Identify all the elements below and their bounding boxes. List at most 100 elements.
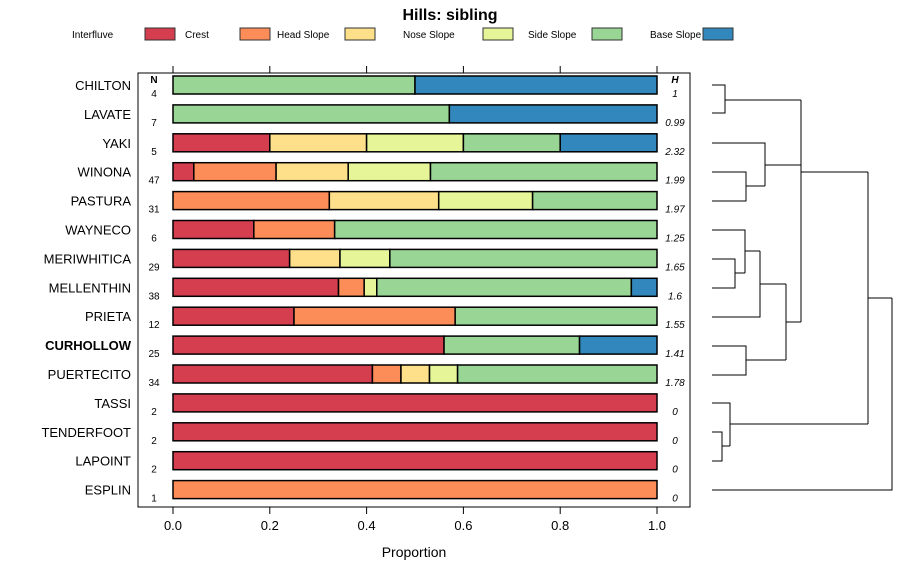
dendro-branch xyxy=(712,172,893,491)
bar-segment-side-slope xyxy=(454,306,658,326)
legend-swatch xyxy=(702,27,734,41)
bar-segment-interfluve xyxy=(172,277,340,298)
h-value: 1 xyxy=(672,89,678,100)
bar-segment-side-slope xyxy=(531,190,658,211)
h-value: 1.99 xyxy=(665,176,685,187)
bar-segment-head-slope xyxy=(275,161,349,182)
bar-segment-crest xyxy=(337,277,365,298)
category-label: WAYNECO xyxy=(65,223,131,238)
category-label: PUERTECITO xyxy=(48,367,131,382)
h-value: 1.25 xyxy=(665,234,685,245)
bar-segment-crest xyxy=(172,190,331,211)
bar-segment-nose-slope xyxy=(347,161,432,182)
bar-segment-side-slope xyxy=(389,248,658,269)
legend-label: Interfluve xyxy=(72,30,114,41)
category-label: CHILTON xyxy=(75,78,131,93)
row-labels: CHILTON 4 1 LAVATE 7 0.99 YAKI 5 2.32 WINONA 47 1.9… xyxy=(41,78,685,505)
n-value: 31 xyxy=(148,205,160,216)
dendro-branch xyxy=(712,284,801,376)
dendro-branch xyxy=(712,402,868,462)
x-tick-label: 0.0 xyxy=(164,518,182,533)
bar-segment-base-slope xyxy=(578,335,658,355)
legend: Interfluve Crest Head Slope Nose Slope Side … xyxy=(72,27,734,41)
n-value: 47 xyxy=(148,176,160,187)
h-header: H xyxy=(671,75,679,86)
bar-segment-head-slope xyxy=(328,190,440,211)
bar-segment-crest xyxy=(193,161,277,182)
n-value: 2 xyxy=(151,407,157,418)
category-label: WINONA xyxy=(78,165,132,180)
bar-segment-interfluve xyxy=(172,248,291,269)
x-tick-label: 0.6 xyxy=(454,518,472,533)
bar-segment-side-slope xyxy=(172,104,451,124)
x-tick-label: 0.4 xyxy=(358,518,376,533)
legend-label: Side Slope xyxy=(528,30,577,41)
bar-segment-head-slope xyxy=(400,364,431,384)
plot-frame xyxy=(137,72,691,508)
category-label: PRIETA xyxy=(85,309,131,324)
bar-segment-crest xyxy=(293,306,456,326)
n-value: 2 xyxy=(151,465,157,476)
bar-segment-crest xyxy=(371,364,402,384)
n-value: 1 xyxy=(151,494,157,505)
dendro-branch xyxy=(800,100,868,322)
n-header: N xyxy=(150,75,157,86)
bar-segment-side-slope xyxy=(376,277,633,298)
bar-segment-interfluve xyxy=(172,133,271,153)
bar-segment-side-slope xyxy=(172,75,416,95)
bar-segment-nose-slope xyxy=(363,277,378,298)
h-value: 0 xyxy=(672,407,678,418)
bar-segment-interfluve xyxy=(172,450,658,471)
h-value: 0.99 xyxy=(665,118,685,129)
h-value: 1.41 xyxy=(665,349,684,360)
category-label: CURHOLLOW xyxy=(45,338,132,353)
legend-swatch xyxy=(482,27,514,41)
category-label: LAPOINT xyxy=(75,454,131,469)
bar-segment-base-slope xyxy=(559,133,658,153)
bars xyxy=(172,75,658,500)
category-label: TASSI xyxy=(94,396,131,411)
bar-segment-head-slope xyxy=(288,248,341,269)
category-label: YAKI xyxy=(102,136,131,151)
legend-swatch xyxy=(239,27,271,41)
category-label: TENDERFOOT xyxy=(41,425,131,440)
bar-segment-interfluve xyxy=(172,393,658,413)
legend-label: Crest xyxy=(185,30,209,41)
bar-segment-nose-slope xyxy=(437,190,534,211)
dendro-branch xyxy=(712,142,801,202)
bar-segment-side-slope xyxy=(443,335,581,355)
bar-segment-interfluve xyxy=(172,161,195,182)
bar-segment-interfluve xyxy=(172,422,658,442)
x-axis-label: Proportion xyxy=(382,544,447,560)
bar-segment-base-slope xyxy=(448,104,658,124)
n-value: 5 xyxy=(151,147,157,158)
n-value: 6 xyxy=(151,234,157,245)
bar-segment-interfluve xyxy=(172,306,295,326)
h-value: 1.97 xyxy=(665,205,685,216)
category-label: PASTURA xyxy=(71,194,132,209)
bar-segment-head-slope xyxy=(269,133,368,153)
bar-segment-base-slope xyxy=(630,277,658,298)
legend-swatch xyxy=(144,27,176,41)
bar-segment-interfluve xyxy=(172,364,374,384)
x-tick-label: 0.2 xyxy=(261,518,279,533)
n-value: 34 xyxy=(148,378,160,389)
h-value: 1.65 xyxy=(665,262,685,273)
h-value: 1.78 xyxy=(665,378,685,389)
dendrogram xyxy=(712,84,893,491)
n-value: 29 xyxy=(148,262,160,273)
h-value: 0 xyxy=(672,465,678,476)
legend-label: Head Slope xyxy=(277,30,330,41)
bar-segment-side-slope xyxy=(462,133,561,153)
bar-segment-base-slope xyxy=(414,75,658,95)
x-tick-label: 1.0 xyxy=(648,518,666,533)
category-label: MERIWHITICA xyxy=(44,251,132,266)
h-value: 2.32 xyxy=(664,147,685,158)
bar-segment-crest xyxy=(172,479,658,500)
x-tick-label: 0.8 xyxy=(551,518,569,533)
bar-segment-crest xyxy=(253,219,336,240)
category-label: MELLENTHIN xyxy=(49,280,131,295)
h-value: 1.55 xyxy=(665,320,685,331)
